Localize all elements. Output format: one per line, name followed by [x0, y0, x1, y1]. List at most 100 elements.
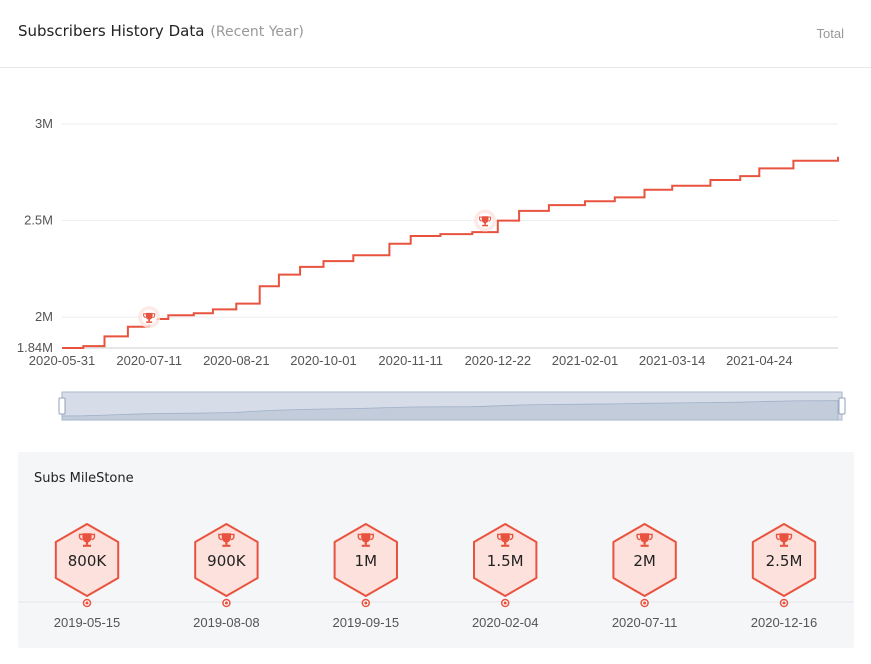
trophy-handle	[649, 533, 653, 541]
trophy-base	[82, 544, 92, 547]
milestone-label: 2M	[633, 552, 656, 570]
x-tick-label: 2020-07-11	[116, 353, 182, 368]
slider-preview	[61, 400, 839, 421]
trophy-cup	[640, 533, 650, 543]
title-subtitle: (Recent Year)	[210, 24, 304, 40]
trophy-handle	[91, 533, 96, 541]
trophy-icon	[636, 533, 653, 547]
x-tick-label: 2020-11-11	[378, 353, 443, 368]
milestone-label: 1.5M	[487, 552, 524, 570]
x-tick-label: 2020-10-01	[290, 353, 357, 368]
milestone-title: Subs MileStone	[34, 471, 134, 486]
trophy-handle	[78, 533, 83, 541]
zoom-slider[interactable]	[58, 391, 846, 421]
trophy-handle	[775, 533, 780, 541]
trophy-base	[640, 544, 649, 547]
milestone-date: 2019-08-08	[193, 615, 260, 630]
y-tick-label: 2.5M	[24, 213, 53, 228]
trophy-stem	[85, 541, 89, 545]
trophy-handle	[152, 313, 156, 319]
x-tick-label: 2021-03-14	[639, 353, 706, 368]
trophy-stem	[364, 541, 367, 545]
trophy-handle	[788, 533, 793, 541]
milestone-label: 2.5M	[766, 552, 803, 570]
slider-handle[interactable]	[838, 397, 846, 415]
x-tick-label: 2020-08-21	[203, 353, 270, 368]
chart-grid	[62, 123, 838, 349]
trophy-stem	[782, 541, 786, 545]
trophy-handle	[636, 533, 641, 541]
trophy-base	[482, 224, 489, 227]
milestone-badge: 1.5M	[473, 523, 538, 597]
trophy-handle	[143, 313, 146, 319]
slider-handle[interactable]	[58, 397, 66, 415]
trophy-handle	[370, 533, 374, 541]
trophy-icon	[497, 533, 514, 547]
milestone-marker	[138, 306, 161, 329]
x-tick-label: 2021-02-01	[552, 353, 619, 368]
milestone-hexagon	[751, 523, 817, 597]
trophy-icon	[775, 533, 793, 547]
x-axis: 2020-05-31 2020-07-11 2020-08-21 2020-10-01…	[29, 353, 793, 368]
milestone-dot-core	[364, 601, 368, 605]
trophy-cup	[82, 533, 92, 543]
milestone-marker	[474, 209, 497, 232]
milestone-label: 800K	[68, 552, 108, 570]
trophy-cup	[361, 533, 371, 543]
trophy-stem	[484, 222, 486, 225]
y-axis: 3M 2.5M 2M 1.84M	[17, 116, 53, 355]
trophy-stem	[504, 541, 507, 545]
series-line	[62, 156, 839, 349]
trophy-handle	[230, 533, 235, 541]
trophy-cup	[779, 533, 789, 543]
milestone-hexagon	[473, 523, 538, 597]
milestone-badge: 2M	[612, 523, 677, 597]
x-tick-label: 2021-04-24	[726, 353, 793, 368]
trophy-handle	[488, 216, 492, 222]
header: Subscribers History Data (Recent Year) To…	[0, 0, 871, 68]
trophy-stem	[225, 541, 228, 545]
page-title: Subscribers History Data (Recent Year)	[18, 22, 304, 40]
milestone-hexagon	[333, 523, 398, 597]
trophy-base	[146, 321, 153, 323]
milestone-date: 2019-05-15	[53, 615, 121, 630]
milestone-date: 2020-02-04	[471, 615, 539, 630]
trophy-cup	[221, 533, 231, 543]
milestone-badge: 800K	[54, 523, 120, 597]
total-toggle[interactable]: Total	[816, 26, 844, 41]
milestone-hexagon	[194, 523, 259, 597]
milestone-dot-core	[85, 601, 89, 605]
trophy-stem	[643, 541, 646, 545]
milestone-dot-core	[782, 601, 786, 605]
y-tick-label: 2M	[35, 309, 53, 324]
milestone-badge: 2.5M	[751, 523, 817, 597]
y-tick-label: 3M	[35, 116, 53, 131]
milestone-hexagon	[54, 523, 120, 597]
x-tick-label: 2020-05-31	[29, 353, 96, 368]
trophy-handle	[509, 533, 514, 541]
chart-markers	[138, 209, 497, 329]
y-tick-label: 1.84M	[17, 340, 53, 355]
trophy-handle	[357, 533, 362, 541]
milestone-label: 1M	[355, 552, 378, 570]
trophy-handle	[218, 533, 222, 541]
milestone-date: 2020-12-16	[750, 615, 818, 630]
trophy-base	[779, 544, 789, 547]
trophy-base	[501, 544, 510, 547]
trophy-cup	[500, 533, 510, 543]
trophy-icon	[479, 216, 492, 227]
trophy-icon	[78, 533, 96, 547]
milestone-badge: 900K	[194, 523, 259, 597]
title-text: Subscribers History Data	[18, 22, 205, 40]
milestone-label: 900K	[207, 552, 247, 570]
trophy-handle	[479, 216, 482, 222]
milestone-dot-core	[503, 601, 507, 605]
trophy-cup	[145, 312, 153, 320]
milestone-panel: Subs MileStone 800K 900K 1M 1.5M 2M 2.5M 2019…	[18, 452, 854, 648]
milestone-date: 2020-07-11	[611, 615, 678, 630]
milestone-hexagon	[612, 523, 677, 597]
x-tick-label: 2020-12-22	[465, 353, 532, 368]
trophy-cup	[481, 216, 489, 224]
milestone-graphics: 800K 900K 1M 1.5M 2M 2.5M	[18, 523, 854, 608]
